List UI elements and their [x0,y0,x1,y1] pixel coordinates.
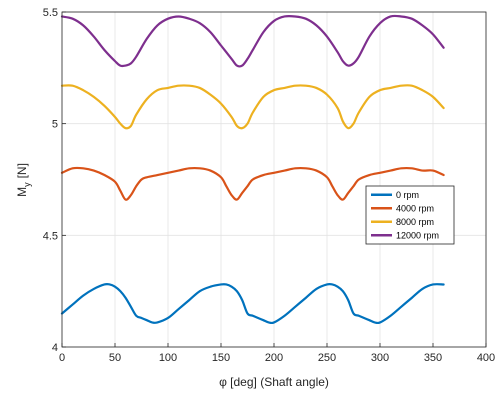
series-line-3 [60,14,445,68]
series-line-0 [60,282,445,325]
x-tick-label: 200 [265,352,283,364]
x-axis-label: φ [deg] (Shaft angle) [219,375,329,389]
y-tick-label: 5 [52,119,58,131]
legend-label: 12000 rpm [396,230,439,240]
x-tick-label: 350 [424,352,442,364]
x-tick-label: 250 [318,352,336,364]
x-tick-label: 100 [159,352,177,364]
legend-label: 8000 rpm [396,217,434,227]
y-axis-label-unit: [N] [15,163,29,178]
x-tick-label: 400 [477,352,495,364]
y-tick-label: 4 [52,342,58,354]
x-tick-label: 0 [59,352,65,364]
y-axis-label-main: M [15,187,29,197]
legend: 0 rpm 4000 rpm 8000 rpm 12000 rpm [365,185,455,245]
y-tick-label: 4.5 [43,230,58,242]
x-tick-label: 300 [371,352,389,364]
legend-label: 0 rpm [396,190,419,200]
x-tick-label: 150 [212,352,230,364]
series-layer [60,14,445,325]
y-tick-label: 5.5 [43,7,58,19]
series-line-1 [60,166,445,201]
series-line-2 [60,84,445,130]
x-tick-label: 50 [109,352,121,364]
y-axis-label-subscript: y [22,182,32,187]
axis-ticks: 0 50 100 150 200 250 300 350 400 4 4.5 5 5.5 [43,7,495,364]
legend-label: 4000 rpm [396,203,434,213]
y-axis-label: My [N] [15,163,32,197]
